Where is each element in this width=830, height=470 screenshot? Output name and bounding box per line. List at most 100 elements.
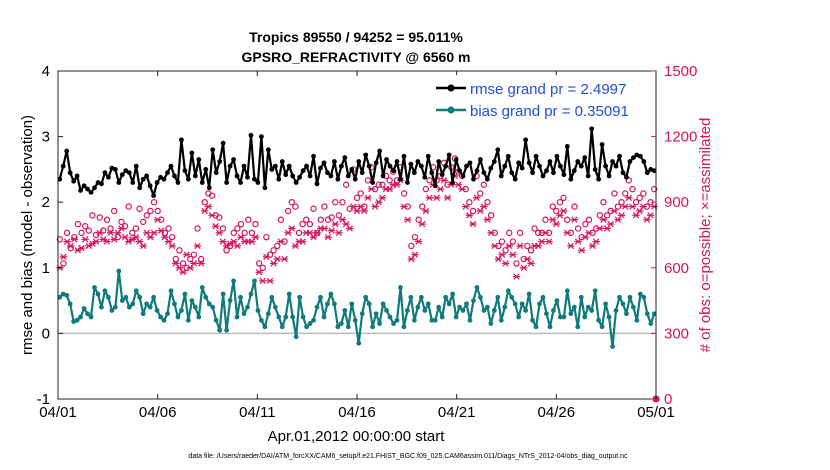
rmse-point — [140, 176, 146, 182]
rmse-point — [297, 174, 303, 180]
possible-obs-marker — [132, 225, 140, 232]
rmse-point — [81, 183, 87, 189]
assimilated-obs-marker — [233, 242, 242, 250]
assimilated-obs-marker — [414, 238, 423, 245]
bias-point — [137, 294, 143, 300]
bias-point — [457, 304, 462, 310]
bias-point — [67, 301, 73, 307]
bias-point — [119, 298, 125, 303]
rmse-point — [620, 170, 626, 176]
assimilated-obs-marker — [168, 242, 176, 250]
bias-point — [231, 278, 236, 284]
possible-obs-marker — [650, 185, 658, 193]
possible-obs-marker — [143, 212, 150, 219]
bias-point — [206, 301, 212, 307]
bias-point — [505, 288, 511, 294]
possible-obs-marker — [419, 203, 426, 210]
x-tick-label: 04/01 — [39, 404, 77, 421]
rmse-series-line — [58, 127, 655, 197]
bias-point — [644, 311, 650, 317]
bias-point — [102, 288, 108, 294]
possible-obs-marker — [63, 229, 71, 237]
rmse-point — [564, 144, 570, 149]
assimilated-obs-marker — [59, 253, 68, 261]
bias-point — [123, 294, 129, 300]
possible-obs-marker — [230, 229, 237, 237]
possible-obs-marker — [165, 225, 172, 232]
assimilated-obs-marker — [483, 216, 492, 223]
assimilated-obs-marker — [96, 229, 104, 237]
rmse-point — [523, 137, 529, 143]
possible-obs-marker — [125, 203, 132, 210]
bias-point — [509, 294, 515, 300]
rmse-point — [530, 170, 535, 176]
rmse-point — [290, 173, 296, 179]
rmse-point — [137, 185, 143, 191]
bias-point — [255, 308, 261, 313]
bias-point — [196, 314, 202, 320]
rmse-point — [356, 159, 362, 164]
rmse-point — [325, 170, 330, 176]
possible-obs-marker — [542, 216, 549, 223]
rmse-point — [624, 174, 629, 180]
possible-obs-marker — [556, 198, 564, 206]
left-y-tick-label: 2 — [42, 194, 50, 211]
bias-point — [547, 324, 553, 330]
rmse-point — [206, 185, 212, 191]
bias-point — [175, 314, 181, 320]
possible-obs-marker — [611, 190, 618, 197]
bias-point — [126, 304, 132, 310]
bias-point — [418, 294, 424, 300]
obs-markers-group — [56, 155, 660, 403]
rmse-point — [85, 186, 90, 192]
bias-point — [519, 301, 525, 307]
bias-point — [408, 294, 414, 300]
bias-point — [78, 314, 83, 320]
bias-point — [158, 314, 163, 320]
assimilated-obs-marker — [436, 185, 444, 193]
rmse-point — [203, 167, 209, 172]
bias-point — [530, 317, 535, 323]
bias-point — [99, 304, 104, 310]
assimilated-obs-marker — [204, 203, 213, 210]
bias-point — [648, 321, 654, 326]
possible-obs-marker — [168, 233, 176, 241]
possible-obs-marker — [234, 225, 241, 232]
bias-point — [450, 291, 456, 297]
rmse-point — [408, 161, 414, 167]
bias-point — [641, 294, 647, 300]
rmse-point — [199, 180, 205, 185]
rmse-point — [641, 159, 647, 164]
bias-point — [384, 308, 389, 313]
bias-point — [578, 294, 584, 300]
possible-obs-marker — [422, 185, 430, 193]
possible-obs-marker — [513, 260, 520, 267]
possible-obs-marker — [636, 194, 643, 202]
rmse-point — [613, 163, 619, 169]
possible-obs-marker — [274, 242, 281, 250]
bias-point — [557, 314, 563, 320]
bias-point — [349, 301, 355, 307]
possible-obs-marker — [263, 233, 270, 241]
assimilated-obs-marker — [563, 229, 571, 237]
rmse-point — [606, 173, 612, 179]
legend-box — [430, 75, 652, 121]
rmse-point — [436, 159, 442, 164]
assimilated-obs-marker — [67, 242, 75, 250]
bias-point — [252, 278, 257, 284]
assimilated-obs-marker — [520, 264, 528, 272]
possible-obs-marker — [386, 177, 393, 184]
rmse-point — [78, 187, 83, 193]
rmse-point — [627, 159, 633, 164]
assimilated-obs-marker — [596, 225, 604, 232]
assimilated-obs-marker — [541, 229, 550, 237]
possible-obs-marker — [339, 198, 346, 206]
possible-obs-marker — [306, 220, 314, 228]
bias-point — [620, 301, 626, 307]
bias-point — [484, 304, 490, 310]
possible-obs-marker — [328, 214, 335, 221]
rmse-point — [123, 168, 129, 174]
rmse-point — [422, 174, 428, 180]
bias-point — [624, 311, 629, 317]
bias-point — [168, 288, 174, 294]
